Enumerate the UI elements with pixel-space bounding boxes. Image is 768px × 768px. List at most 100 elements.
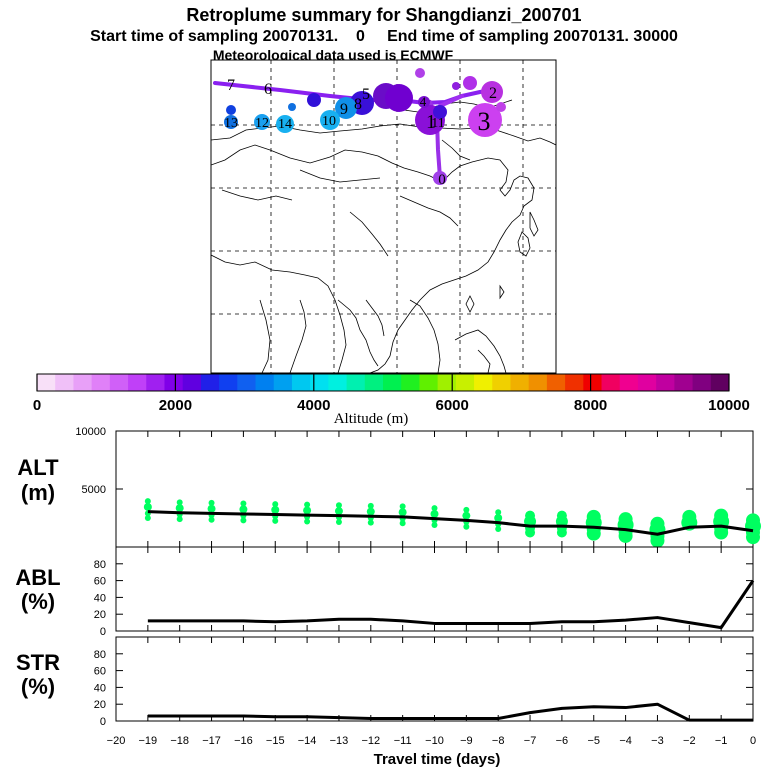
day-label: 4: [420, 94, 427, 109]
x-tick-label: −14: [298, 735, 317, 747]
colorbar-cell: [237, 374, 257, 391]
cluster-day-3b: [463, 76, 477, 90]
alt-scatter-point: [494, 514, 503, 522]
cluster-day-14: [288, 103, 296, 111]
altitude-colorbar: 0 2000 4000 6000 8000 10000 Altitude (m): [33, 373, 750, 427]
colorbar-cell: [364, 374, 384, 391]
x-tick-label: −10: [425, 735, 444, 747]
alt-scatter-point: [618, 528, 633, 543]
day-label: 6: [264, 81, 272, 98]
colorbar-cell: [455, 374, 475, 391]
colorbar-cell: [182, 374, 202, 391]
colorbar-cell: [546, 374, 566, 391]
alt-scatter-point: [398, 508, 407, 517]
day-label: 8: [354, 96, 362, 113]
figure-title: Retroplume summary for Shangdianzi_20070…: [186, 5, 581, 25]
sampling-subtitle: Start time of sampling 20070131. 0 End t…: [90, 28, 678, 45]
cluster-day-13b: [226, 105, 236, 115]
colorbar-cell: [91, 374, 111, 391]
x-tick-label: −18: [170, 735, 189, 747]
alt-series-line: [147, 510, 754, 536]
track-clusters: [224, 68, 506, 185]
alt-scatter-point: [207, 504, 216, 513]
day-label: 9: [340, 101, 348, 118]
x-axis-label: Travel time (days): [374, 751, 501, 768]
alt-scatter-point: [430, 509, 439, 518]
alt-scatter-point: [334, 507, 343, 516]
abl-label-top: ABL: [15, 565, 60, 590]
colorbar-cells: [37, 374, 730, 391]
cluster-day-3: [468, 103, 502, 137]
cluster-day-0: [433, 171, 447, 185]
colorbar-cell: [310, 374, 329, 391]
cluster-day-15: [496, 102, 506, 112]
colorbar-cell: [346, 374, 366, 391]
alt-scatter-point: [304, 501, 311, 508]
day-label: 12: [255, 116, 269, 131]
day-label: 13: [224, 116, 238, 131]
alt-scatter-point: [586, 526, 601, 541]
x-tick-label: 0: [750, 735, 756, 747]
alt-scatter-point: [208, 499, 215, 506]
colorbar-cell: [583, 374, 603, 391]
colorbar-cell: [674, 374, 694, 391]
x-tick-label: −17: [202, 735, 221, 747]
x-tick-label: −3: [651, 735, 664, 747]
alt-scatter-point: [240, 500, 247, 507]
alt-label-top: ALT: [17, 455, 59, 480]
met-data-note: Meteorological data used is ECMWF: [213, 47, 454, 63]
cluster-day-7: [415, 68, 425, 78]
alt-scatter-point: [143, 502, 152, 511]
alt-scatter-point: [240, 517, 247, 524]
alt-scatter-point: [335, 502, 342, 509]
colorbar-cell: [255, 374, 275, 391]
alt-scatter-point: [650, 533, 665, 548]
x-tick-label: −8: [492, 735, 505, 747]
alt-scatter-point: [399, 520, 406, 527]
colorbar-cell: [200, 374, 220, 391]
cluster-day-10: [320, 110, 340, 130]
day-label: 1: [426, 111, 436, 133]
colorbar-tick-label: 10000: [708, 397, 750, 414]
abl-ytick-label: 0: [100, 626, 106, 638]
alt-scatter-point: [399, 503, 406, 510]
colorbar-cell: [510, 374, 530, 391]
map-coastlines: [211, 99, 556, 373]
colorbar-cell: [565, 374, 584, 391]
alt-scatter-point: [495, 509, 502, 516]
cluster-day-2: [481, 81, 503, 103]
colorbar-cell: [437, 374, 457, 391]
colorbar-tick-label: 6000: [436, 397, 469, 414]
alt-scatter-point: [431, 505, 438, 512]
alt-scatter-point: [495, 526, 502, 533]
alt-scatter-point: [556, 527, 567, 538]
x-tick-label: −6: [556, 735, 569, 747]
abl-ytick-label: 40: [94, 592, 106, 604]
alt-scatter-point: [304, 518, 311, 525]
alt-scatter-point: [366, 507, 375, 516]
alt-ytick-label: 5000: [82, 484, 106, 496]
alt-scatter-point: [462, 511, 471, 520]
day-label: 7: [227, 77, 235, 94]
colorbar-cell: [273, 374, 293, 391]
x-tick-label: −16: [234, 735, 253, 747]
cluster-day-16: [452, 82, 460, 90]
colorbar-cell: [656, 374, 675, 391]
abl-panel: ABL (%) 0 20 40 60 80: [15, 546, 755, 638]
cluster-day-11: [276, 115, 294, 133]
str-ytick-label: 80: [94, 649, 106, 661]
str-ytick-label: 0: [100, 716, 106, 728]
alt-scatter-point: [175, 504, 184, 513]
colorbar-cell: [128, 374, 147, 391]
day-label: 3: [478, 107, 491, 136]
colorbar-cell: [401, 374, 420, 391]
colorbar-cell: [37, 374, 56, 391]
alt-scatter-point: [367, 519, 374, 526]
x-tick-label: −11: [394, 735, 412, 747]
x-tick-label: −1: [715, 735, 728, 747]
colorbar-cell: [73, 374, 93, 391]
x-tick-label: −12: [361, 735, 380, 747]
str-ytick-label: 40: [94, 682, 106, 694]
alt-scatter-point: [463, 523, 470, 530]
